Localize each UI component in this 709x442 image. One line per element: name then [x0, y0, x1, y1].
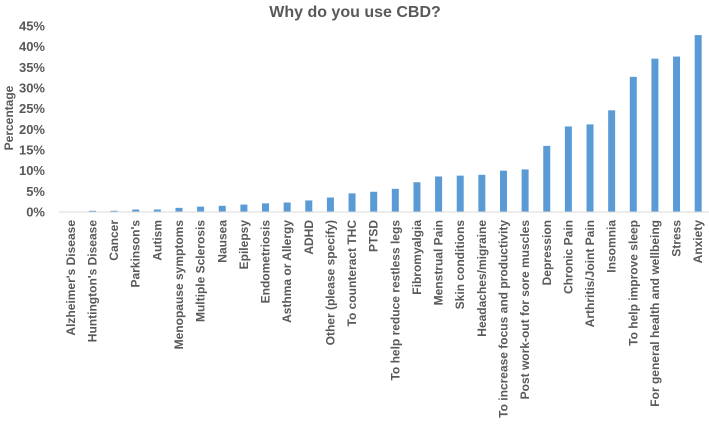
y-tick-label: 25%: [19, 101, 45, 116]
bar: [521, 169, 529, 212]
y-tick-label: 35%: [19, 60, 45, 75]
bar: [197, 206, 205, 212]
x-tick-label: Post work-out for sore muscles: [518, 220, 532, 400]
y-tick-label: 30%: [19, 81, 45, 96]
bar: [370, 191, 378, 212]
x-tick-label: Alzheimer's Disease: [64, 220, 78, 336]
bar: [305, 200, 313, 212]
bar: [413, 182, 421, 212]
x-tick-label: Menstrual Pain: [432, 220, 446, 305]
x-tick-label: To help reduce restless legs: [388, 220, 402, 381]
y-tick-label: 45%: [19, 19, 45, 34]
bar: [499, 170, 507, 212]
y-axis-label: Percentage: [2, 85, 16, 150]
bar: [218, 205, 226, 212]
bar: [88, 210, 96, 212]
x-tick-label: Depression: [540, 220, 554, 285]
x-tick-label: For general health and wellbeing: [648, 220, 662, 407]
x-tick-label: Other (please specify): [323, 220, 337, 345]
bar: [694, 35, 702, 212]
x-tick-label: Insomnia: [605, 220, 619, 273]
x-tick-label: PTSD: [367, 220, 381, 252]
bar: [240, 204, 248, 212]
bar: [348, 193, 356, 212]
x-tick-label: Skin conditions: [453, 220, 467, 310]
y-tick-label: 5%: [26, 184, 45, 199]
bar: [651, 58, 659, 212]
y-tick-label: 20%: [19, 122, 45, 137]
x-tick-label: Cancer: [107, 220, 121, 261]
x-tick-label: Huntington's Disease: [85, 220, 99, 343]
y-tick-label: 15%: [19, 143, 45, 158]
x-tick-label: Parkinson's: [129, 220, 143, 288]
x-tick-label: Autism: [150, 220, 164, 261]
bar: [391, 188, 399, 212]
bar: [326, 197, 334, 212]
bar: [564, 126, 572, 212]
bar: [283, 202, 291, 212]
chart-title: Why do you use CBD?: [269, 4, 441, 21]
x-tick-label: Anxiety: [691, 220, 705, 264]
x-tick-label: To help improve sleep: [626, 220, 640, 346]
bar: [543, 145, 551, 212]
bar: [673, 56, 681, 212]
x-tick-label: Fibromyalgia: [410, 220, 424, 295]
bar: [478, 174, 486, 212]
bar: [110, 210, 118, 212]
bar: [608, 110, 616, 212]
x-tick-label: To counteract THC: [345, 220, 359, 327]
x-tick-label: Headaches/migraine: [475, 220, 489, 337]
bar: [435, 176, 443, 212]
x-tick-label: Stress: [670, 220, 684, 257]
bar: [456, 175, 464, 212]
y-tick-label: 10%: [19, 163, 45, 178]
x-tick-label: Endometriosis: [259, 220, 273, 304]
bar: [262, 203, 270, 212]
bar: [586, 124, 594, 212]
x-tick-label: Chronic Pain: [561, 220, 575, 294]
bar: [629, 76, 637, 212]
x-tick-label: Multiple Sclerosis: [194, 220, 208, 322]
bar: [175, 207, 183, 212]
bar: [132, 209, 140, 212]
bar: [153, 209, 161, 212]
x-tick-label: Asthma or Allergy: [280, 220, 294, 323]
x-tick-label: Arthritis/Joint Pain: [583, 220, 597, 327]
x-tick-label: Epilepsy: [237, 220, 251, 270]
y-tick-label: 40%: [19, 39, 45, 54]
y-tick-label: 0%: [26, 205, 45, 220]
x-tick-label: Nausea: [215, 220, 229, 263]
x-tick-label: ADHD: [302, 220, 316, 255]
x-tick-label: Menopause symptoms: [172, 220, 186, 350]
x-tick-label: To increase focus and productivity: [496, 220, 510, 418]
